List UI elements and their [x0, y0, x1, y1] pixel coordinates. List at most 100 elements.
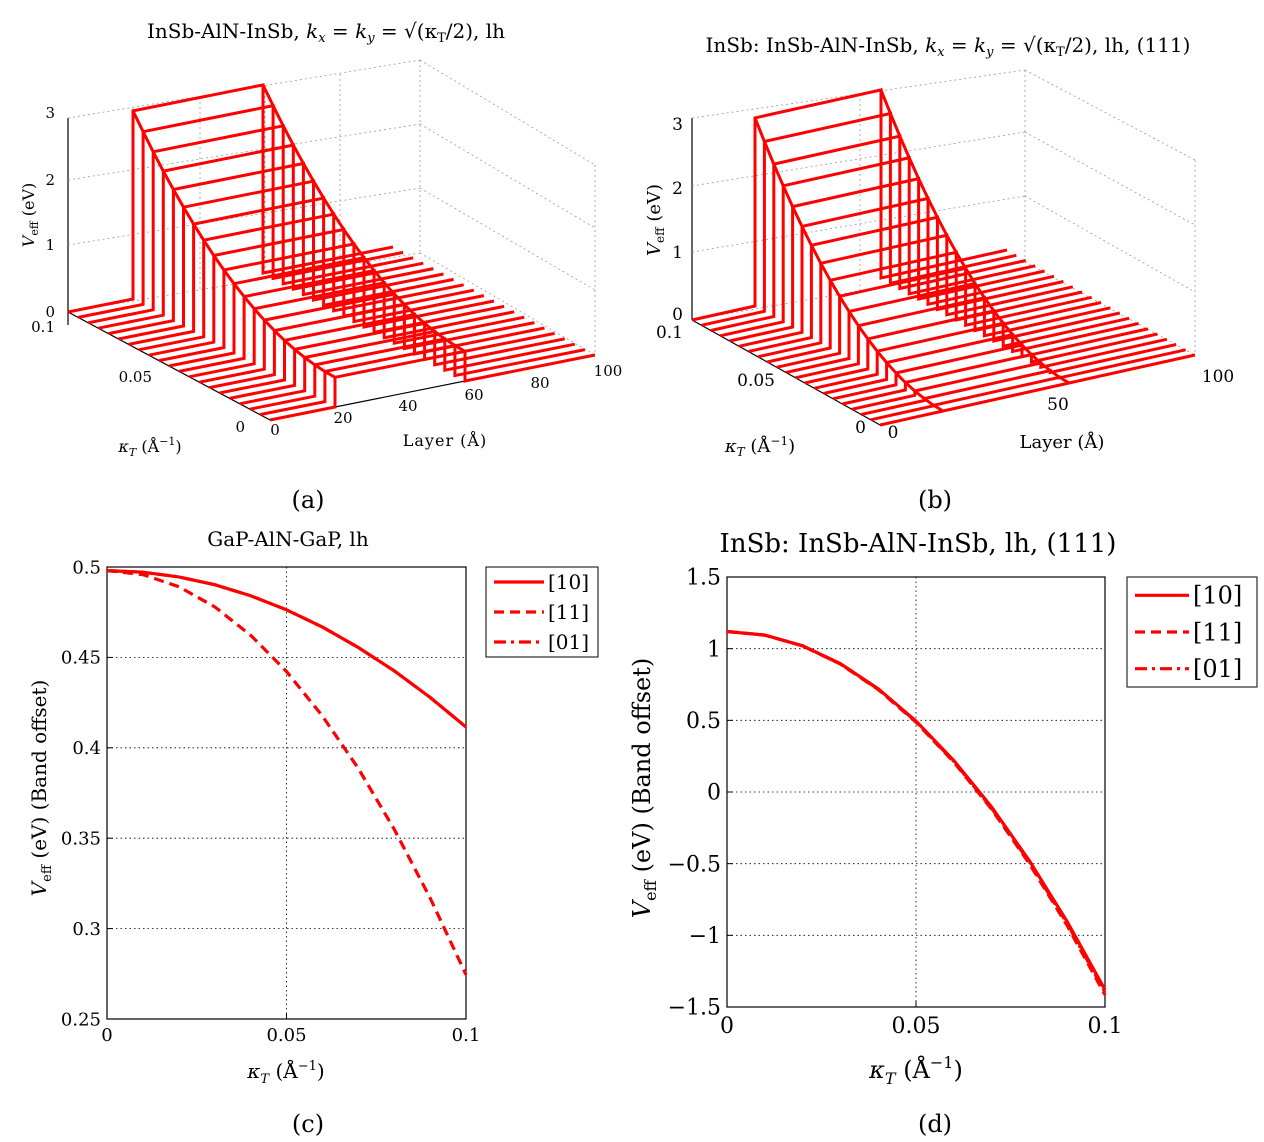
x-tick-label: 0: [720, 1014, 734, 1039]
legend-label: [01]: [548, 630, 589, 654]
panel-b-ytick-0.05: 0.05: [737, 371, 775, 391]
panel-a-caption: (a): [291, 486, 324, 514]
panel-b-zlabel: Veff (eV): [644, 184, 667, 256]
waterfall-slice: [77, 103, 404, 319]
series-line-11: [106, 569, 468, 976]
panel-a-ytick-0.1: 0.1: [31, 318, 55, 336]
panel-c-title: GaP-AlN-GaP, lh: [207, 527, 369, 551]
panel-b-ztick-0: 0: [672, 305, 683, 325]
waterfall-edge: [879, 89, 1070, 385]
panel-a-grid: [67, 59, 596, 356]
waterfall-slice: [748, 215, 1064, 353]
x-tick-label: 0.1: [1088, 1014, 1123, 1039]
waterfall-edge: [753, 117, 944, 413]
panel-b-ylabel: κT (Å−1): [724, 434, 795, 459]
y-tick-label: 0.5: [686, 709, 721, 734]
panel-a-ztick-3: 3: [45, 104, 55, 122]
panel-a-xtick-80: 80: [530, 374, 549, 392]
waterfall-slice: [719, 155, 1036, 338]
legend-label: [11]: [548, 600, 589, 624]
waterfall-edge: [261, 84, 466, 353]
waterfall-slice: [823, 322, 1139, 395]
panel-a-xtick-100: 100: [594, 362, 623, 380]
panel-c-caption: (c): [292, 1110, 324, 1138]
panel-b-xtick-50: 50: [1047, 395, 1069, 415]
waterfall-slice: [738, 196, 1055, 348]
waterfall-slice: [188, 280, 515, 379]
waterfall-slice: [701, 111, 1017, 327]
waterfall-slice: [209, 302, 535, 390]
panel-a-xtick-60: 60: [464, 386, 483, 404]
legend-label: [10]: [1193, 582, 1242, 610]
waterfall-slice: [710, 134, 1027, 332]
waterfall-slice: [785, 281, 1102, 374]
panel-b-title: InSb: InSb-AlN-InSb, kx = ky = √(κT/2), …: [706, 33, 1191, 60]
panel-a-ytick-0.05: 0.05: [119, 368, 152, 386]
panel-b-xtick-0: 0: [888, 423, 899, 443]
panel-a-ztick-2: 2: [45, 171, 55, 189]
y-tick-label: 0.25: [61, 1009, 101, 1030]
waterfall-slice: [259, 343, 586, 417]
panel-c-xlabel: κT (Å−1): [246, 1058, 324, 1087]
x-tick-label: 0.05: [892, 1014, 941, 1039]
waterfall-slice: [691, 88, 1008, 322]
panel-b-ztick-3: 3: [672, 115, 683, 135]
panel-b-xlabel: Layer (Å): [1020, 431, 1105, 453]
panel-a-waterfall: [67, 83, 596, 422]
x-tick-label: 0: [101, 1025, 112, 1046]
panel-d-caption: (d): [918, 1110, 952, 1138]
waterfall-slice: [757, 233, 1074, 359]
waterfall-slice: [795, 295, 1111, 380]
panel-c-ylabel: Veff (eV) (Band offset): [27, 680, 55, 897]
waterfall-slice: [249, 337, 576, 411]
waterfall-slice: [729, 176, 1045, 343]
panel-d-plot: 0 0.05 0.1 −1.5 −1 −0.5 0 0.5 1 1.5 [10] [11] [01]: [668, 566, 1258, 1039]
waterfall-slice: [229, 321, 555, 400]
legend-label: [01]: [1193, 655, 1242, 683]
panel-a-ztick-1: 1: [45, 236, 55, 254]
y-tick-label: 0: [707, 781, 721, 806]
y-tick-label: 1: [707, 637, 721, 662]
waterfall-slice: [860, 343, 1177, 416]
legend-label: [11]: [1193, 618, 1242, 646]
legend-label: [10]: [548, 570, 589, 594]
panel-a-ylabel: κT (Å−1): [117, 435, 181, 459]
series-line-10: [726, 629, 1107, 991]
panel-a-xtick-0: 0: [270, 421, 280, 439]
y-tick-label: −0.5: [668, 852, 721, 877]
panel-b-ytick-0: 0: [855, 418, 866, 438]
panel-b-ztick-1: 1: [672, 243, 683, 263]
panel-a-title: InSb-AlN-InSb, kx = ky = √(κT/2), lh: [147, 19, 505, 46]
waterfall-slice: [128, 196, 454, 346]
waterfall-slice: [870, 348, 1186, 422]
waterfall-slice: [219, 312, 545, 395]
y-tick-label: −1: [689, 924, 721, 949]
panel-a-xlabel: Layer (Å): [403, 430, 487, 450]
waterfall-edge: [131, 110, 336, 379]
waterfall-slice: [269, 349, 596, 422]
waterfall-slice: [879, 353, 1196, 427]
y-tick-label: 0.3: [72, 919, 101, 940]
panel-a-zlabel: Veff (eV): [19, 183, 41, 247]
waterfall-slice: [138, 212, 464, 352]
waterfall-slice: [813, 316, 1130, 390]
y-tick-label: −1.5: [668, 996, 721, 1021]
y-tick-label: 0.5: [72, 557, 101, 578]
y-tick-label: 0.35: [61, 829, 101, 850]
panel-a-ztick-0: 0: [45, 303, 55, 321]
panel-c-plot: 0 0.05 0.1 0.25 0.3 0.35 0.4 0.45 0.5 [10] [11] [01…: [61, 557, 599, 1046]
waterfall-slice: [776, 266, 1092, 369]
waterfall-slice: [148, 227, 475, 357]
panel-a-xtick-20: 20: [333, 409, 352, 427]
y-tick-label: 1.5: [686, 566, 721, 591]
series-line-10: [106, 569, 468, 729]
waterfall-slice: [178, 268, 505, 373]
panel-d-xlabel: κT (Å−1): [868, 1053, 963, 1088]
panel-b-ztick-2: 2: [672, 179, 683, 199]
panel-b-xtick-100: 100: [1202, 367, 1234, 387]
waterfall-slice: [239, 329, 565, 406]
x-tick-label: 0.1: [452, 1025, 481, 1046]
panel-b-caption: (b): [918, 486, 952, 514]
waterfall-slice: [98, 143, 424, 330]
